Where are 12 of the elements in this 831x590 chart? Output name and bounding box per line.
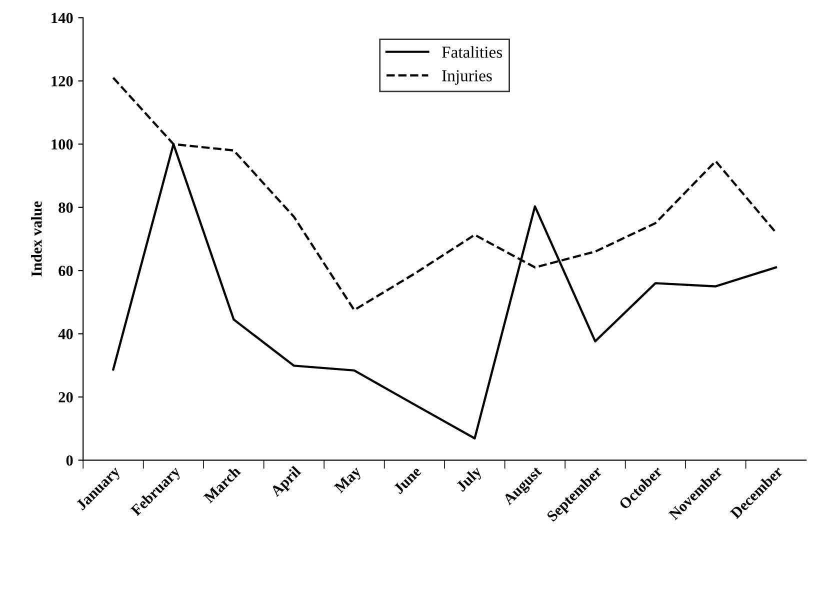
y-axis-title: Index value bbox=[31, 201, 42, 276]
y-tick-label: 20 bbox=[58, 392, 73, 402]
y-tick-label: 140 bbox=[52, 12, 73, 24]
y-tick-label: 40 bbox=[58, 328, 73, 340]
y-tick-label: 120 bbox=[52, 76, 73, 86]
legend-label: Injuries bbox=[442, 70, 492, 85]
y-tick-label: 0 bbox=[66, 455, 73, 466]
y-tick-label: 60 bbox=[58, 266, 73, 276]
legend-label: Fatalities bbox=[442, 46, 502, 58]
y-tick-label: 100 bbox=[52, 139, 73, 150]
x-tick-label: July bbox=[455, 465, 484, 494]
y-tick-label: 80 bbox=[58, 202, 73, 213]
